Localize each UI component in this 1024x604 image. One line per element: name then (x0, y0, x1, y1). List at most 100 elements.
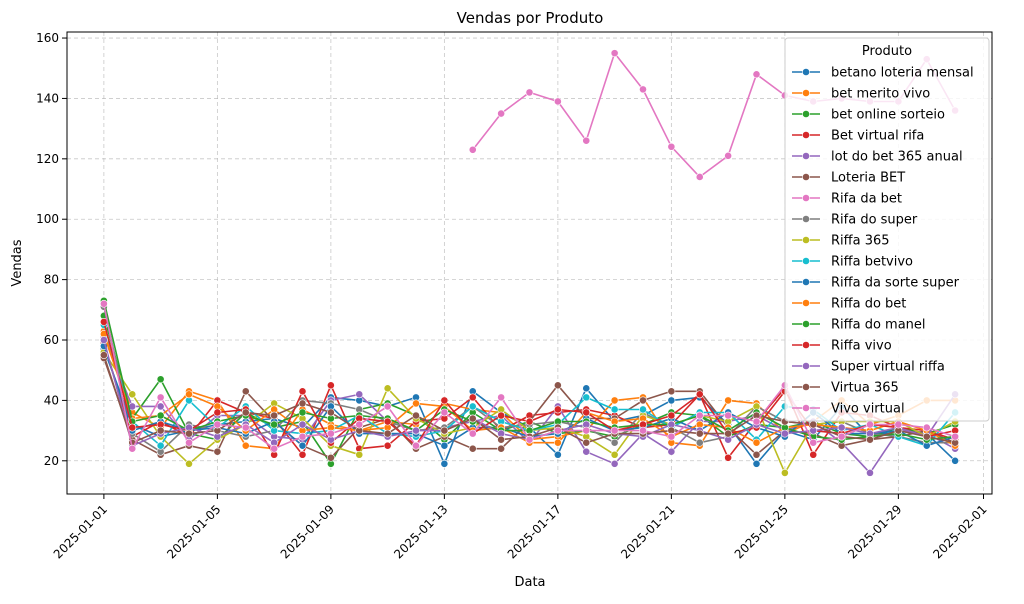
data-point (752, 70, 761, 79)
data-point (639, 405, 647, 414)
data-point (298, 387, 307, 396)
legend-label: Rifa do super (831, 213, 918, 228)
data-point (128, 444, 137, 453)
data-point (213, 420, 222, 429)
legend-swatch-marker (802, 215, 810, 223)
data-point (695, 411, 704, 420)
data-point (695, 390, 704, 399)
legend-swatch-marker (802, 173, 810, 181)
x-tick-label: 2025-01-05 (164, 502, 223, 561)
series-16 (99, 299, 960, 453)
data-point (241, 441, 250, 450)
legend-item: Virtua 365 (792, 381, 899, 396)
data-point (639, 396, 647, 405)
plot-frame (66, 31, 993, 495)
y-axis-title: Vendas (10, 239, 25, 286)
data-point (610, 396, 619, 405)
data-point (440, 459, 449, 468)
legend-item: Rifa da bet (792, 192, 902, 207)
data-point (639, 85, 647, 94)
data-point (99, 351, 108, 359)
legend-item: Riffa da sorte super (792, 276, 960, 291)
data-point (667, 396, 676, 405)
legend-item: Riffa betvivo (792, 255, 913, 270)
y-tick-label: 160 (36, 31, 59, 45)
data-point (780, 468, 789, 477)
data-point (412, 411, 420, 420)
data-point (412, 426, 420, 435)
data-point (497, 411, 506, 420)
x-tick-label: 2025-01-09 (278, 502, 337, 561)
data-point (922, 423, 931, 432)
data-point (298, 441, 307, 450)
legend-box (784, 37, 990, 422)
data-point (752, 438, 761, 447)
data-point (468, 393, 477, 402)
data-point (156, 441, 165, 450)
data-point (412, 441, 420, 450)
y-tick-label: 40 (44, 393, 59, 407)
data-point (497, 435, 506, 444)
legend-item: Loteria BET (792, 171, 905, 186)
data-point (639, 426, 647, 435)
data-point (185, 429, 193, 438)
data-point (724, 151, 733, 160)
legend-label: lot do bet 365 anual (831, 150, 963, 165)
data-point (156, 375, 165, 384)
data-point (355, 450, 364, 459)
data-point (610, 405, 619, 414)
legend-item: Rifa do super (792, 213, 918, 228)
legend-item: Riffa vivo (792, 339, 892, 354)
data-point (951, 432, 960, 441)
x-tick-label: 2025-01-13 (391, 502, 450, 561)
data-point (866, 420, 874, 429)
data-point (440, 396, 449, 405)
data-point (156, 426, 165, 435)
legend-label: Bet virtual rifa (831, 129, 924, 144)
data-point (497, 109, 506, 118)
x-tick-label: 2025-01-01 (51, 502, 110, 561)
data-point (667, 142, 676, 151)
data-point (185, 459, 193, 468)
legend-swatch-marker (802, 194, 810, 202)
legend-swatch-marker (802, 89, 810, 97)
data-point (440, 426, 449, 435)
data-point (667, 447, 676, 456)
data-point (355, 420, 364, 429)
data-point (610, 438, 619, 447)
y-tick-label: 80 (44, 273, 59, 287)
legend-swatch-marker (802, 341, 810, 349)
legend-item: lot do bet 365 anual (792, 150, 963, 165)
data-point (99, 336, 108, 344)
legend-item: betano loteria mensal (792, 66, 974, 81)
legend-swatch-marker (802, 68, 810, 76)
legend-item: Riffa do bet (792, 297, 906, 312)
legend-label: Loteria BET (831, 171, 905, 186)
data-point (241, 408, 250, 417)
data-point (582, 426, 591, 435)
legend-swatch-marker (802, 383, 810, 391)
data-point (553, 438, 562, 447)
data-point (695, 429, 704, 438)
legend-swatch-marker (802, 320, 810, 328)
data-point (866, 468, 874, 477)
data-point (780, 429, 789, 438)
data-point (468, 414, 477, 423)
data-point (695, 173, 704, 181)
legend-label: Riffa betvivo (831, 255, 913, 270)
data-point (837, 423, 846, 432)
data-point (412, 399, 420, 408)
data-point (724, 396, 733, 405)
legend-swatch-marker (802, 278, 810, 286)
data-point (610, 426, 619, 435)
data-point (553, 405, 562, 414)
legend-swatch-marker (802, 152, 810, 160)
legend-item: Bet virtual rifa (792, 129, 924, 144)
data-point (525, 435, 534, 444)
data-point (383, 384, 392, 393)
data-point (156, 402, 165, 411)
legend-swatch-marker (802, 362, 810, 370)
series-layer (99, 49, 960, 477)
data-point (468, 444, 477, 453)
data-point (525, 417, 534, 426)
